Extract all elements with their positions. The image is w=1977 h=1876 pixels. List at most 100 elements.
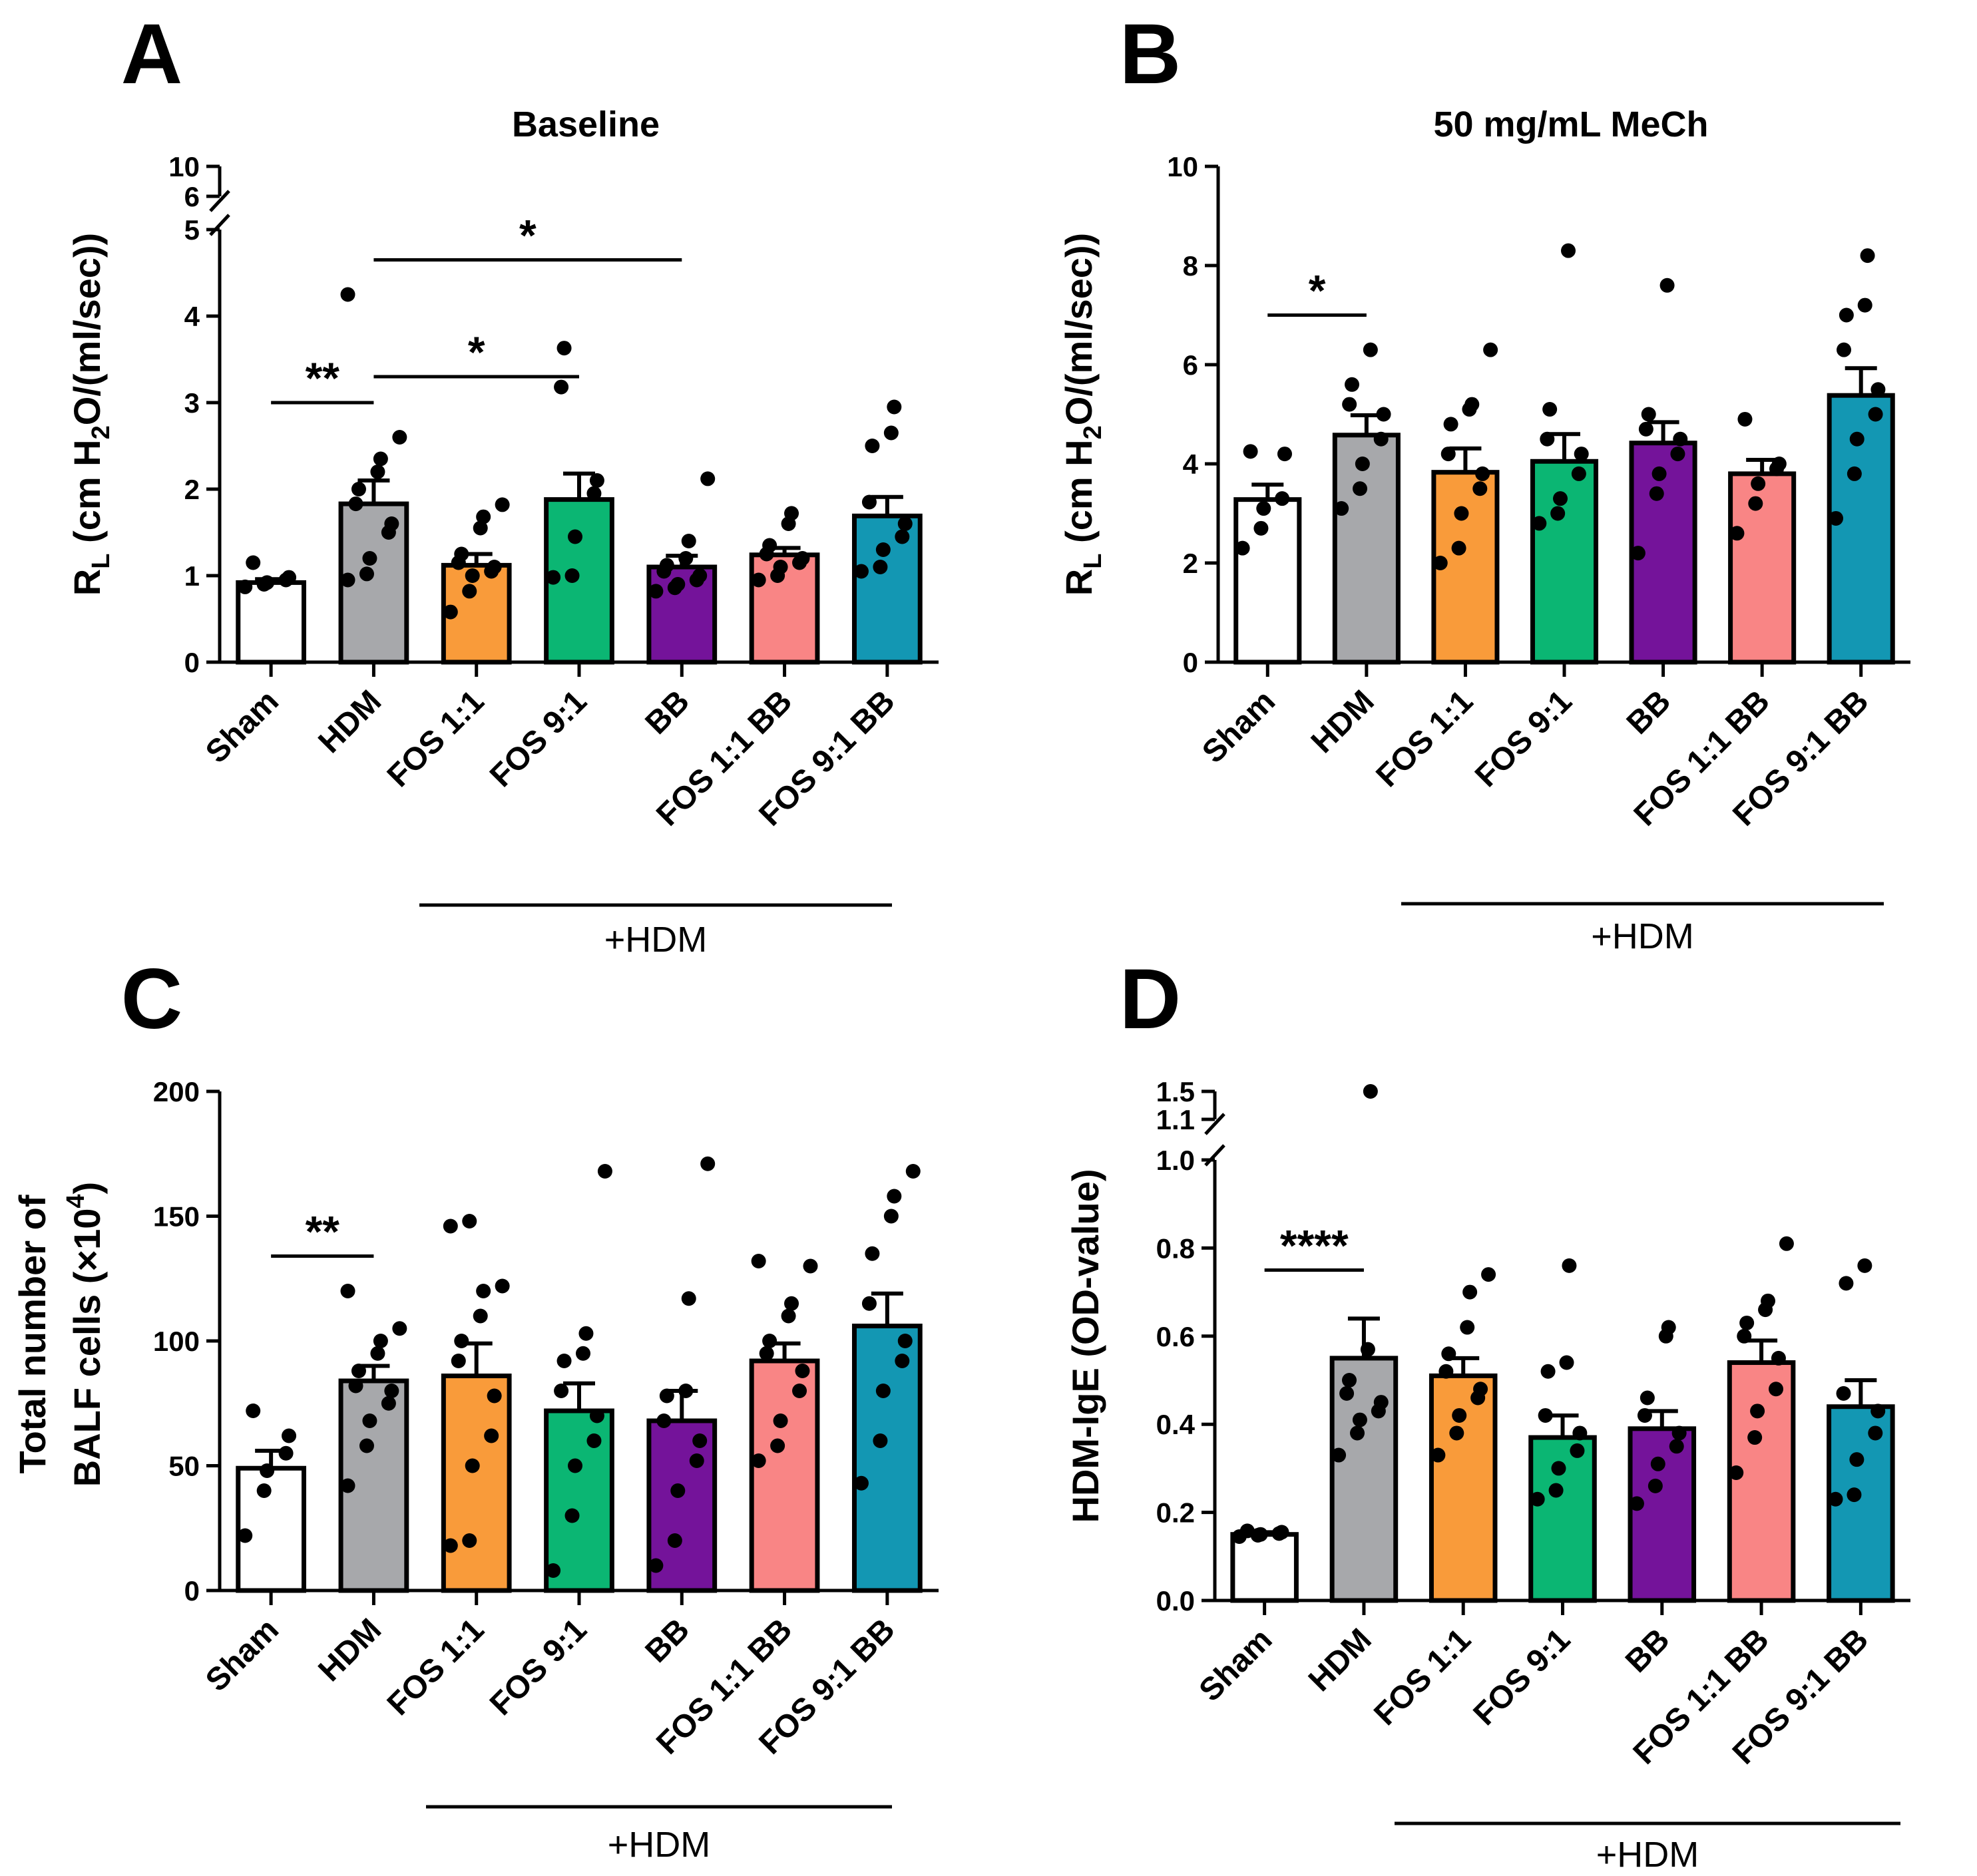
y-tick-label: 4	[1183, 449, 1199, 480]
group-label: +HDM	[1591, 916, 1694, 956]
y-tick-label: 8	[1183, 250, 1198, 281]
bar-fos-9-1-bb	[851, 513, 923, 665]
data-point	[865, 439, 880, 453]
group-label: +HDM	[608, 1825, 711, 1865]
data-point	[1748, 496, 1763, 511]
data-point	[1648, 1478, 1663, 1493]
data-point	[1550, 506, 1566, 521]
x-tick-label: Sham	[199, 1612, 286, 1698]
data-point	[1542, 402, 1558, 417]
data-point	[348, 496, 363, 512]
data-point	[1661, 1320, 1676, 1335]
significance-label: *	[468, 327, 485, 377]
data-point	[465, 1458, 480, 1473]
data-point	[853, 1475, 869, 1491]
data-point	[589, 1408, 604, 1423]
data-point	[473, 1308, 488, 1324]
data-point	[381, 1396, 396, 1411]
panel-title: 50 mg/mL MeCh	[1433, 104, 1708, 144]
data-point	[370, 465, 385, 479]
data-point	[648, 1558, 664, 1573]
x-tick-label: FOS 1:1	[1367, 1622, 1478, 1732]
data-point	[751, 1453, 766, 1468]
data-point	[351, 482, 366, 496]
data-point	[795, 1364, 810, 1378]
y-tick-label: 1.5	[1156, 1076, 1195, 1107]
data-point	[1538, 1407, 1553, 1423]
data-point	[1452, 1407, 1467, 1423]
data-point	[462, 584, 477, 599]
data-point	[1475, 466, 1490, 481]
data-point	[773, 560, 788, 574]
data-point	[670, 577, 686, 592]
data-point	[465, 568, 480, 583]
bar-sham	[1230, 1532, 1299, 1603]
bar-fos-9-1	[1528, 1435, 1597, 1603]
data-point	[1768, 1382, 1783, 1397]
y-tick-label: 200	[153, 1076, 200, 1107]
data-point	[1562, 1258, 1577, 1273]
data-point	[246, 1404, 261, 1418]
y-tick-label: 50	[168, 1451, 200, 1482]
data-point	[873, 1433, 888, 1448]
x-tick-label: HDM	[1302, 1622, 1379, 1698]
y-axis-label: RL (cm H2O/(ml/sec))	[1058, 233, 1107, 596]
panel-letter: C	[121, 952, 182, 1047]
y-axis-label: RL (cm H2O/(ml/sec))	[66, 233, 115, 596]
data-point	[362, 551, 377, 566]
data-point	[1671, 1425, 1687, 1441]
data-point	[1847, 1487, 1862, 1503]
data-point	[1430, 1447, 1446, 1463]
data-point	[700, 1156, 716, 1171]
data-point	[1760, 1293, 1775, 1308]
data-point	[476, 509, 491, 524]
data-point	[554, 1384, 569, 1398]
data-point	[1352, 1412, 1367, 1427]
data-point	[1574, 447, 1589, 462]
data-point	[1857, 297, 1872, 313]
y-tick-label: 2	[184, 474, 200, 505]
data-point	[1847, 466, 1862, 481]
y-tick-label: 0.6	[1156, 1321, 1195, 1352]
data-point	[340, 1478, 355, 1493]
data-point	[1464, 397, 1480, 412]
data-point	[1454, 506, 1469, 521]
data-point	[1839, 307, 1854, 323]
data-point	[1651, 466, 1667, 481]
y-tick-label: 6	[1183, 349, 1198, 381]
data-point	[751, 572, 766, 588]
data-point	[1339, 1386, 1355, 1401]
data-point	[554, 379, 569, 395]
data-point	[1438, 1364, 1454, 1379]
data-point	[1559, 1355, 1574, 1370]
y-tick-label: 0	[184, 1575, 200, 1606]
data-point	[1360, 1342, 1375, 1357]
data-point	[260, 575, 275, 590]
y-axis-label-part: O/(ml/sec))	[66, 233, 108, 425]
data-point	[1849, 1452, 1865, 1467]
data-point	[784, 1296, 799, 1311]
y-axis-label-part: O/(ml/sec))	[1058, 233, 1100, 425]
data-point	[546, 570, 561, 585]
y-axis-label-part: )	[66, 1182, 108, 1195]
data-point	[781, 1308, 796, 1324]
bar-fos-9-1	[1530, 459, 1599, 665]
data-point	[340, 572, 355, 588]
data-point	[256, 1483, 272, 1498]
data-point	[1570, 1443, 1585, 1458]
data-point	[473, 520, 488, 536]
axis-break-mark	[209, 190, 230, 212]
data-point	[454, 1334, 469, 1348]
data-point	[700, 471, 716, 486]
data-point	[875, 1384, 891, 1398]
data-point	[1750, 1404, 1765, 1419]
data-point	[556, 1354, 572, 1368]
data-point	[1363, 1084, 1378, 1099]
data-point	[1532, 516, 1547, 531]
data-point	[451, 1354, 466, 1368]
data-point	[1253, 1527, 1268, 1542]
data-point	[564, 568, 580, 583]
data-point	[443, 1538, 458, 1553]
data-point	[1253, 520, 1269, 536]
